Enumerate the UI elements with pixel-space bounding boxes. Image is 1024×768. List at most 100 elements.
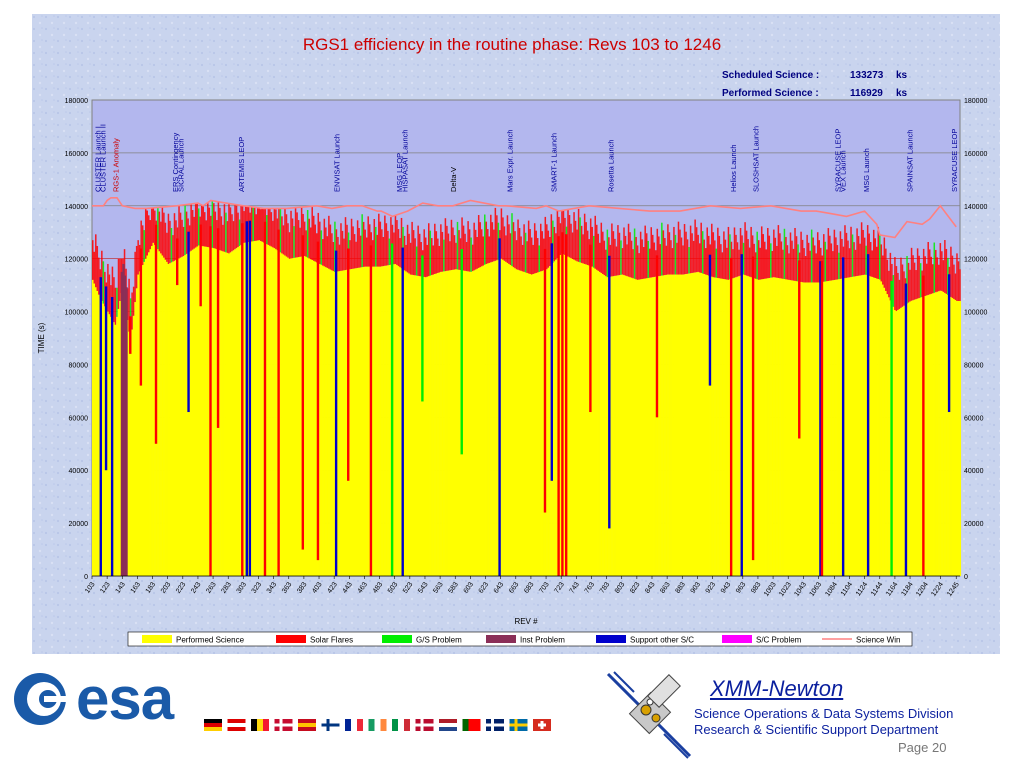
bar-performed	[450, 270, 453, 576]
bar-performed	[865, 274, 868, 576]
bar-loss	[912, 255, 914, 301]
bar-performed	[452, 269, 455, 576]
bar-performed	[96, 290, 99, 576]
bar-performed	[679, 274, 682, 576]
bar-performed	[223, 251, 226, 576]
bar-break	[890, 280, 893, 576]
bar-loss	[950, 246, 952, 297]
bar-loss	[883, 237, 886, 288]
bar-loss	[403, 235, 406, 271]
bar-performed	[453, 269, 456, 576]
bar-loss	[624, 235, 627, 276]
bar-performed	[108, 314, 111, 576]
bar-performed	[126, 320, 129, 576]
flag-icon	[462, 719, 481, 731]
bar-performed	[372, 266, 374, 576]
bar-loss	[691, 233, 693, 273]
bar-performed	[432, 274, 435, 576]
bar-loss	[863, 237, 866, 275]
bar-loss	[530, 237, 533, 275]
bar-loss	[547, 230, 550, 268]
bar-loss	[294, 207, 297, 258]
bar-performed	[665, 274, 668, 576]
bar-break	[120, 271, 124, 576]
bar-loss	[256, 207, 259, 241]
bar-loss	[714, 240, 716, 278]
bar-performed	[187, 252, 190, 577]
bar-loss	[833, 229, 836, 280]
bar-performed	[176, 259, 179, 576]
bar-performed	[235, 248, 238, 577]
y-tick-label-left: 0	[84, 574, 88, 581]
bar-performed	[160, 253, 162, 576]
bar-loss	[813, 245, 816, 283]
bar-performed	[714, 277, 716, 576]
bar-performed	[179, 257, 182, 576]
bar-performed	[877, 279, 880, 576]
bar-loss	[592, 235, 595, 268]
bar-performed	[927, 294, 930, 576]
bar-loss	[717, 227, 719, 278]
summary-unit: ks	[896, 70, 908, 81]
bar-loss	[305, 230, 307, 257]
bar-performed	[184, 254, 187, 576]
bar-performed	[577, 261, 580, 576]
bar-performed	[444, 271, 447, 576]
y-tick-label-right: 80000	[964, 362, 984, 369]
bar-performed	[720, 278, 722, 576]
bar-performed	[883, 287, 886, 576]
bar-loss	[791, 240, 793, 281]
bar-performed	[151, 245, 153, 576]
bar-performed	[824, 281, 827, 576]
bar-loss	[580, 225, 583, 263]
bar-loss	[521, 244, 524, 272]
bar-performed	[181, 256, 184, 576]
bar-performed	[116, 316, 119, 576]
event-label: Delta-V	[449, 167, 458, 192]
bar-performed	[691, 272, 694, 576]
bar-loss	[623, 227, 625, 276]
bar-performed	[468, 271, 471, 576]
bar-loss	[509, 233, 512, 266]
bar-performed	[944, 292, 946, 576]
bar-break	[655, 255, 659, 418]
bar-performed	[844, 278, 847, 576]
bar-performed	[876, 278, 878, 576]
bar-loss	[597, 233, 600, 271]
bar-break	[122, 263, 125, 576]
bar-loss	[409, 242, 412, 275]
bar-performed	[405, 271, 408, 576]
bar-break	[129, 316, 132, 354]
bar-performed	[839, 278, 842, 576]
bar-performed	[847, 277, 850, 576]
bar-loss	[898, 279, 901, 309]
y-tick-label-right: 160000	[964, 151, 987, 158]
page-number: Page 20	[898, 740, 947, 755]
bar-performed	[777, 277, 780, 576]
bar-performed	[898, 308, 901, 576]
bar-performed	[338, 271, 341, 576]
bar-loss	[107, 263, 109, 312]
chart-title: RGS1 efficiency in the routine phase: Re…	[303, 35, 721, 54]
bar-loss	[428, 223, 430, 277]
bar-loss	[851, 234, 854, 277]
bar-loss	[877, 226, 880, 280]
bar-loss	[464, 233, 466, 271]
bar-loss	[204, 212, 206, 247]
bar-loss	[432, 245, 435, 275]
bar-loss	[859, 243, 861, 276]
bar-performed	[785, 279, 788, 576]
bar-loss	[191, 210, 194, 250]
bar-performed	[465, 271, 468, 576]
bar-loss	[535, 230, 537, 273]
bar-loss	[907, 262, 910, 303]
bar-loss	[736, 242, 739, 277]
bar-loss	[193, 216, 195, 249]
bar-loss	[606, 229, 609, 278]
bar-loss	[405, 244, 407, 272]
bar-performed	[677, 274, 680, 576]
y-tick-label-left: 20000	[69, 521, 89, 528]
bar-loss	[652, 234, 654, 278]
bar-performed	[536, 272, 539, 576]
bar-performed	[583, 263, 586, 576]
